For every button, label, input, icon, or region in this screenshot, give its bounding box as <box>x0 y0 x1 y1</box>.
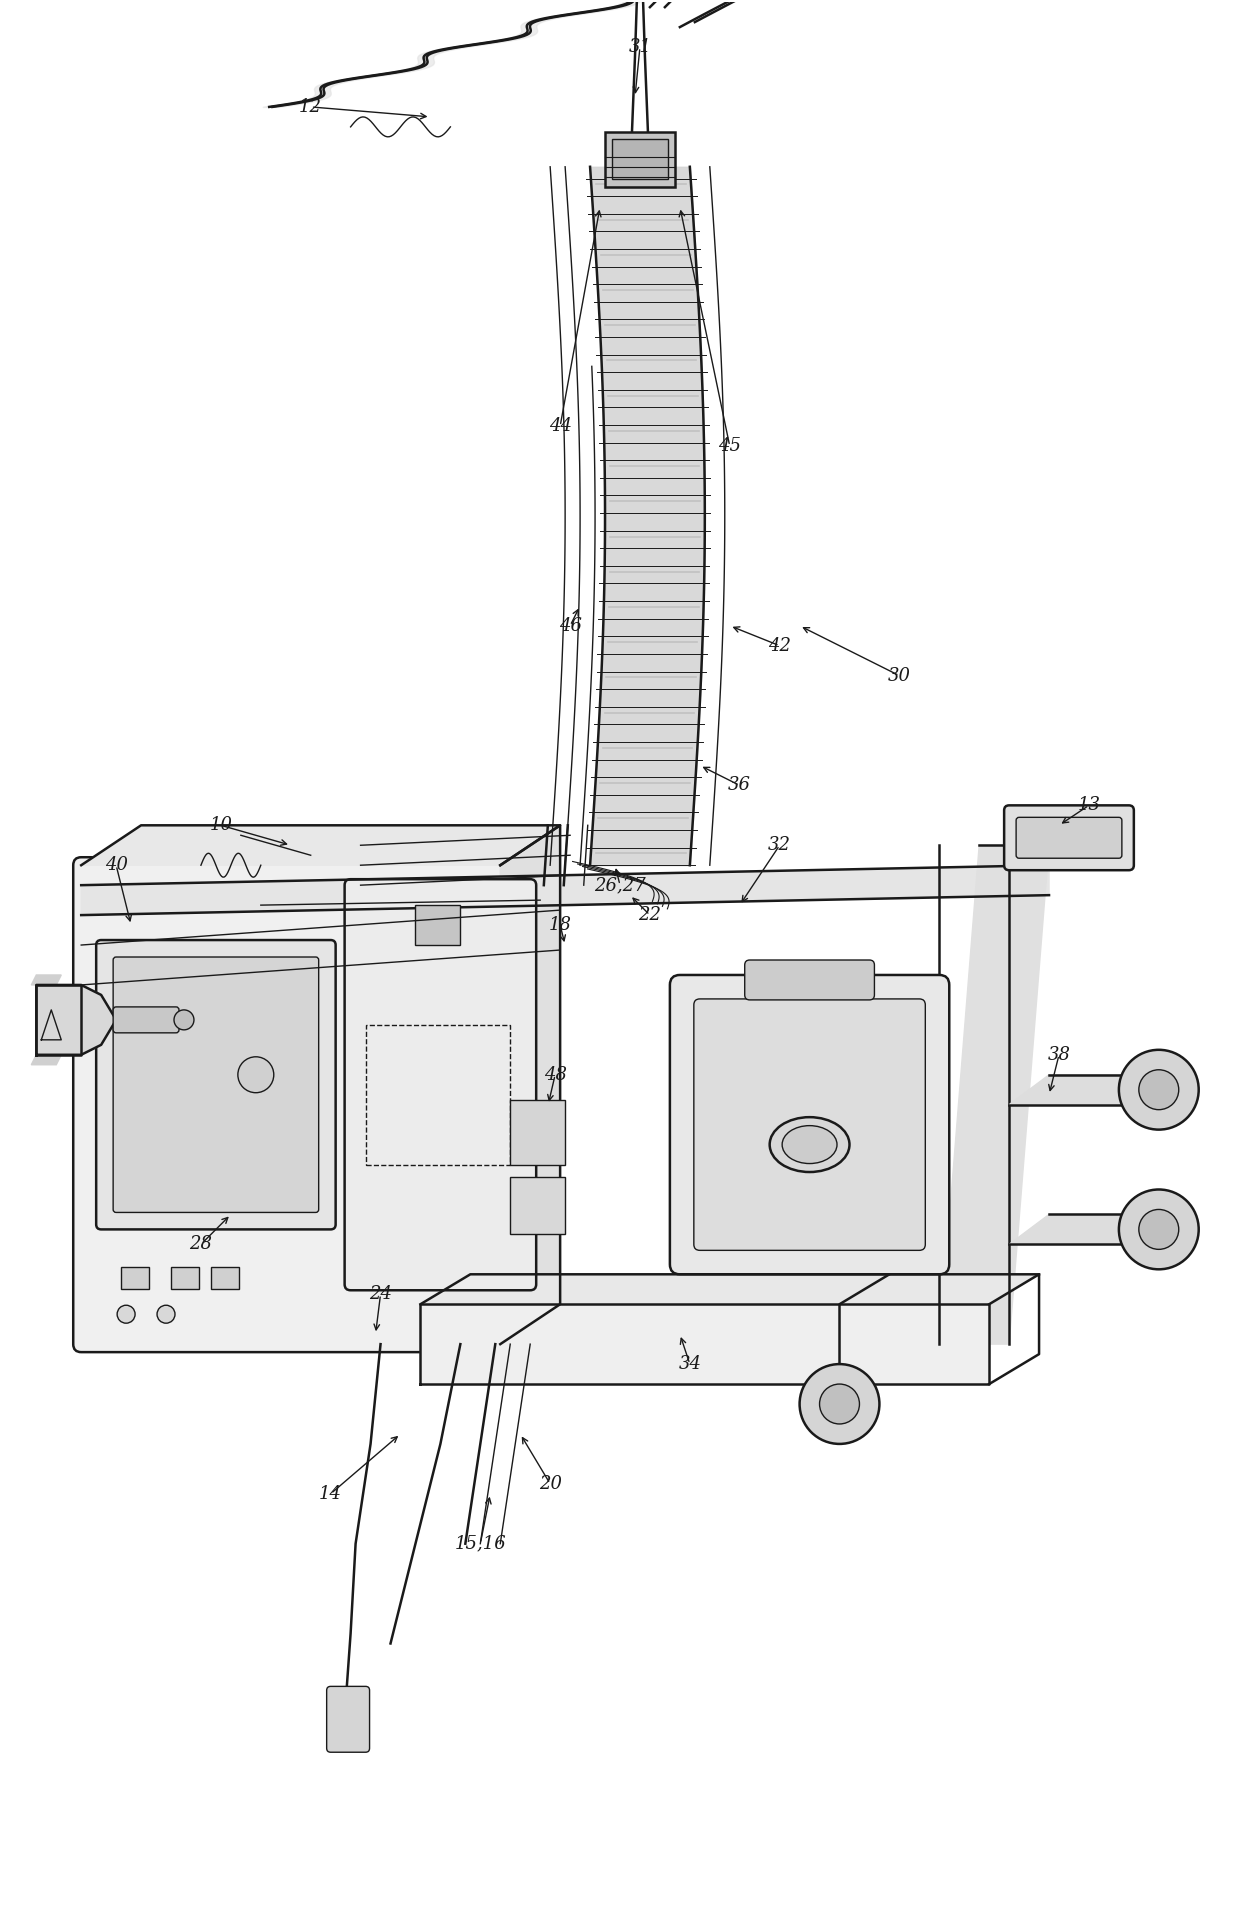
Circle shape <box>157 1305 175 1322</box>
Circle shape <box>174 1011 193 1030</box>
Polygon shape <box>31 1055 61 1065</box>
Text: 34: 34 <box>678 1355 702 1373</box>
Bar <box>415 905 460 945</box>
Polygon shape <box>31 974 61 986</box>
Text: 44: 44 <box>548 418 572 435</box>
Text: 10: 10 <box>210 816 232 834</box>
FancyBboxPatch shape <box>113 1007 179 1034</box>
FancyBboxPatch shape <box>1016 818 1122 859</box>
Polygon shape <box>81 826 560 864</box>
Polygon shape <box>1009 1074 1169 1105</box>
FancyBboxPatch shape <box>694 999 925 1251</box>
Bar <box>510 1099 565 1165</box>
Text: 31: 31 <box>629 38 651 56</box>
Polygon shape <box>420 1274 1039 1305</box>
Polygon shape <box>81 864 1049 914</box>
Ellipse shape <box>800 1365 879 1444</box>
FancyBboxPatch shape <box>97 939 336 1230</box>
Bar <box>211 1267 239 1290</box>
Ellipse shape <box>782 1126 837 1163</box>
Text: 15,16: 15,16 <box>454 1534 506 1553</box>
Polygon shape <box>420 1305 990 1384</box>
Ellipse shape <box>1138 1070 1179 1109</box>
Bar <box>613 139 668 179</box>
Text: 18: 18 <box>548 916 572 934</box>
Polygon shape <box>36 986 117 1055</box>
Circle shape <box>238 1057 274 1093</box>
Text: 45: 45 <box>718 437 742 454</box>
Ellipse shape <box>1118 1190 1199 1269</box>
FancyBboxPatch shape <box>113 957 319 1213</box>
FancyBboxPatch shape <box>345 880 536 1290</box>
Text: 22: 22 <box>639 907 661 924</box>
FancyBboxPatch shape <box>326 1686 370 1752</box>
FancyBboxPatch shape <box>745 961 874 999</box>
Text: 46: 46 <box>558 616 582 635</box>
Bar <box>122 1267 149 1290</box>
Polygon shape <box>1009 1215 1169 1244</box>
Bar <box>605 133 675 187</box>
Bar <box>510 1176 565 1234</box>
Text: 24: 24 <box>370 1286 392 1303</box>
Ellipse shape <box>820 1384 859 1424</box>
Text: 32: 32 <box>768 835 791 855</box>
Text: 20: 20 <box>538 1475 562 1492</box>
Text: 28: 28 <box>190 1236 212 1253</box>
Text: 13: 13 <box>1078 797 1100 814</box>
Polygon shape <box>939 845 1049 1344</box>
Text: 30: 30 <box>888 666 911 685</box>
Bar <box>366 1024 510 1165</box>
Text: 48: 48 <box>543 1066 567 1084</box>
Polygon shape <box>500 826 560 1344</box>
Circle shape <box>117 1305 135 1322</box>
FancyBboxPatch shape <box>670 974 950 1274</box>
Ellipse shape <box>770 1116 849 1172</box>
Text: 14: 14 <box>319 1484 342 1503</box>
Text: 42: 42 <box>768 637 791 655</box>
FancyBboxPatch shape <box>73 857 508 1351</box>
Text: 12: 12 <box>299 98 322 116</box>
Text: 36: 36 <box>728 776 751 795</box>
FancyBboxPatch shape <box>1004 805 1133 870</box>
Bar <box>171 1267 198 1290</box>
Ellipse shape <box>1118 1049 1199 1130</box>
Ellipse shape <box>1138 1209 1179 1249</box>
Text: 38: 38 <box>1048 1045 1070 1065</box>
Text: 26,27: 26,27 <box>594 876 646 895</box>
Text: 40: 40 <box>104 857 128 874</box>
